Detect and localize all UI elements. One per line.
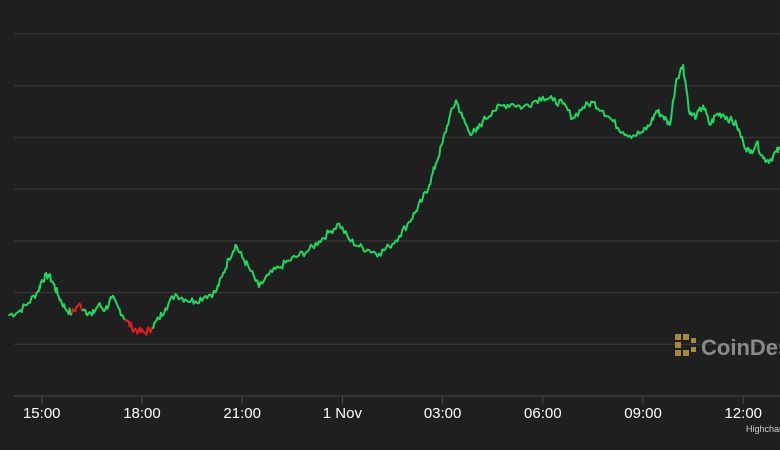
price-line-segment-up	[152, 64, 780, 329]
x-tick-label: 18:00	[123, 405, 161, 422]
x-tick-label: 09:00	[624, 405, 662, 422]
x-tick-label: 15:00	[23, 405, 61, 422]
x-tick-label: 1 Nov	[323, 405, 363, 422]
x-tick-label: 21:00	[223, 405, 261, 422]
price-line-segment-down	[124, 318, 154, 336]
x-axis-ticks: 15:00 18:00 21:00 1 Nov 03:00 06:00 09:00 12:00	[23, 396, 762, 422]
x-tick-label: 06:00	[524, 405, 562, 422]
coindesk-logo-icon	[675, 334, 696, 356]
price-series	[8, 64, 780, 336]
chart-credit[interactable]: Highcharts.com	[746, 424, 780, 434]
x-tick-label: 03:00	[424, 405, 462, 422]
x-tick-label: 12:00	[724, 405, 762, 422]
watermark-text: CoinDesk	[701, 335, 780, 360]
price-line-segment-up	[8, 271, 73, 318]
price-line-segment-up	[81, 294, 126, 321]
coindesk-watermark: CoinDesk	[675, 334, 780, 360]
price-line-segment-down	[70, 302, 83, 314]
